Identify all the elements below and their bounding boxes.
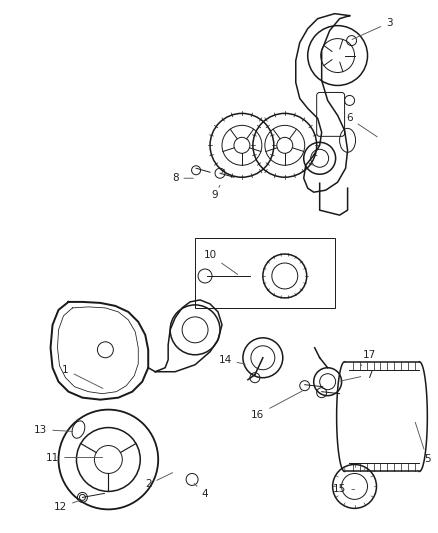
- Text: 7: 7: [340, 370, 373, 381]
- Text: 8: 8: [172, 173, 193, 183]
- Text: 2: 2: [145, 473, 173, 489]
- Text: 4: 4: [194, 483, 208, 499]
- Text: 9: 9: [212, 185, 220, 200]
- Text: 13: 13: [34, 425, 73, 434]
- Text: 3: 3: [352, 18, 393, 39]
- Text: 10: 10: [204, 250, 238, 274]
- Text: 17: 17: [361, 350, 376, 366]
- Text: 15: 15: [333, 484, 355, 495]
- Bar: [195, 238, 335, 308]
- Text: 5: 5: [415, 422, 431, 464]
- Text: 12: 12: [54, 500, 80, 512]
- Text: 6: 6: [346, 114, 377, 137]
- Text: 16: 16: [251, 391, 302, 419]
- Text: 1: 1: [62, 365, 103, 389]
- Text: 14: 14: [219, 355, 245, 365]
- Text: 11: 11: [46, 453, 102, 463]
